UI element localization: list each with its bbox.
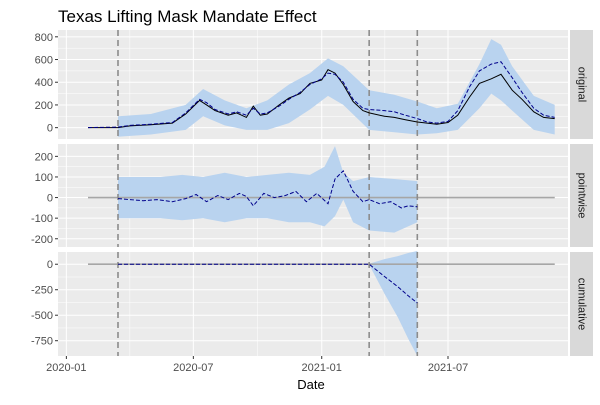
panel-original: 0 200 400 600 800 original: [35, 30, 593, 139]
y-tick-label: 0: [47, 193, 53, 205]
confidence-band: [118, 146, 418, 233]
y-tick-label: -200: [31, 234, 53, 246]
x-tick-label: 2020-07: [173, 362, 213, 374]
x-tick-label: 2021-07: [428, 362, 468, 374]
chart-title: Texas Lifting Mask Mandate Effect: [58, 7, 317, 26]
y-tick-label: -500: [31, 310, 53, 322]
facet-strip: [570, 252, 593, 356]
y-tick-label: 0: [47, 259, 53, 271]
y-tick-label: 400: [35, 77, 53, 89]
y-tick-label: -750: [31, 336, 53, 348]
panels-layer: 0 200 400 600 800 original -200 -100 0 100 200 poin…: [31, 30, 593, 356]
x-tick-label: 2020-01: [46, 362, 86, 374]
x-tick-label: 2021-01: [302, 362, 342, 374]
panel-pointwise: -200 -100 0 100 200 pointwise: [31, 144, 593, 247]
y-tick-label: 100: [35, 172, 53, 184]
panel-cumulative: -750 -500 -250 0 cumulative: [31, 251, 593, 356]
panel-background: [58, 252, 568, 356]
predicted-line: [118, 263, 418, 304]
facet-strip-label: pointwise: [576, 173, 588, 219]
y-tick-label: 200: [35, 151, 53, 163]
y-tick-label: 800: [35, 32, 53, 44]
predicted-line: [87, 61, 555, 129]
facet-strip: [570, 30, 593, 139]
confidence-band: [118, 39, 555, 137]
facet-strip: [570, 144, 593, 247]
facet-strip-label: original: [576, 67, 588, 102]
x-axis-label: Date: [297, 377, 324, 392]
actual-line: [88, 69, 555, 129]
x-axis: 2020-01 2020-07 2021-01 2021-07: [46, 356, 468, 374]
y-tick-label: 200: [35, 100, 53, 112]
y-tick-label: 0: [47, 123, 53, 135]
y-tick-label: 600: [35, 55, 53, 67]
facet-strip-label: cumulative: [576, 278, 588, 331]
confidence-band: [118, 251, 418, 356]
y-tick-label: -250: [31, 285, 53, 297]
y-tick-label: -100: [31, 213, 53, 225]
predicted-line: [117, 169, 418, 209]
